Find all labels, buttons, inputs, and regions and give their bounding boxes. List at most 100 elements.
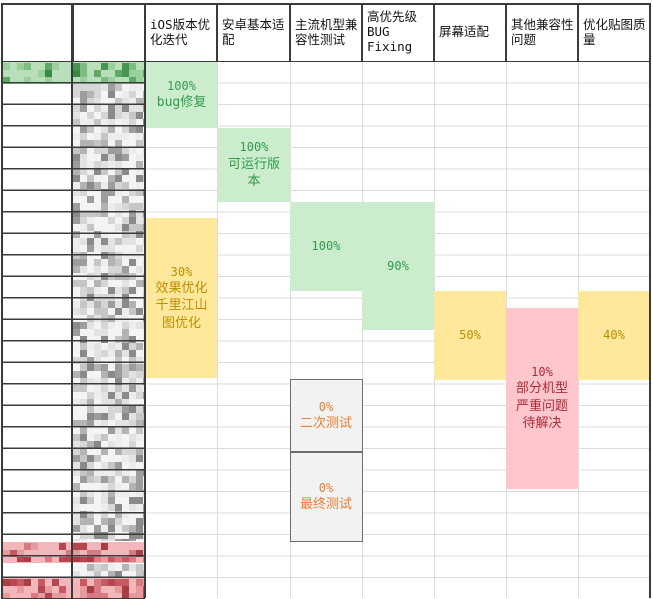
redacted-green-row-mosaic[interactable] (3, 63, 144, 82)
mosaic-pixel (94, 105, 101, 112)
mosaic-pixel (108, 448, 115, 455)
mosaic-pixel (87, 168, 94, 175)
table-top-border (1, 3, 650, 5)
header-cell-other-compat[interactable]: 其他兼容性问题 (511, 16, 574, 47)
mosaic-pixel (101, 350, 108, 357)
mosaic-pixel (94, 140, 101, 147)
mosaic-pixel (115, 490, 122, 497)
mosaic-pixel (136, 462, 143, 469)
mosaic-pixel (94, 392, 101, 399)
progress-block-ios-effect-optimize[interactable]: 30% 效果优化千里江山图优化 (146, 218, 217, 378)
mosaic-pixel (87, 469, 94, 476)
mosaic-pixel (115, 504, 122, 511)
mosaic-pixel (115, 532, 122, 539)
header-cell-compat-test[interactable]: 主流机型兼容性测试 (295, 16, 358, 47)
mosaic-pixel (73, 126, 80, 133)
mosaic-pixel (129, 70, 136, 77)
header-cell-ios[interactable]: iOS版本优化迭代 (150, 16, 211, 47)
header-cell-blank-1[interactable] (1, 5, 72, 61)
mosaic-pixel (80, 343, 87, 350)
mosaic-pixel (108, 497, 115, 504)
mosaic-pixel (129, 63, 136, 70)
header-cell-android[interactable]: 安卓基本适配 (222, 16, 285, 47)
mosaic-pixel (17, 63, 24, 70)
mosaic-pixel (136, 399, 143, 406)
mosaic-pixel (129, 434, 136, 441)
header-cell-screen[interactable]: 屏幕适配 (439, 24, 490, 40)
redacted-column-mosaic[interactable] (73, 564, 144, 577)
mosaic-pixel (73, 420, 80, 427)
mosaic-pixel (73, 259, 80, 266)
mosaic-pixel (87, 427, 94, 434)
header-cell-texture[interactable]: 优化贴图质量 (583, 16, 646, 47)
mosaic-pixel (108, 147, 115, 154)
mosaic-pixel (87, 364, 94, 371)
mosaic-pixel (136, 308, 143, 315)
mosaic-pixel (115, 287, 122, 294)
progress-block-final-test[interactable]: 0% 最终测试 (289, 452, 363, 542)
redacted-pink-row-mosaic[interactable] (3, 543, 144, 562)
mosaic-pixel (108, 112, 115, 119)
mosaic-pixel (115, 238, 122, 245)
mosaic-pixel (108, 490, 115, 497)
mosaic-pixel (115, 266, 122, 273)
mosaic-pixel (115, 385, 122, 392)
redacted-column-mosaic[interactable] (73, 84, 144, 541)
mosaic-pixel (87, 585, 94, 593)
mosaic-pixel (101, 539, 108, 541)
mosaic-pixel (101, 77, 108, 82)
mosaic-pixel (108, 434, 115, 441)
progress-note: 效果优化千里江山图优化 (155, 280, 208, 331)
progress-block-second-test[interactable]: 0% 二次测试 (289, 379, 363, 452)
mosaic-pixel (45, 63, 52, 70)
mosaic-pixel (94, 564, 101, 571)
progress-block-texture-quality[interactable]: 40% (578, 291, 650, 380)
mosaic-pixel (129, 539, 136, 541)
mosaic-pixel (136, 294, 143, 301)
mosaic-pixel (73, 441, 80, 448)
mosaic-pixel (101, 329, 108, 336)
mosaic-pixel (136, 350, 143, 357)
mosaic-pixel (115, 420, 122, 427)
mosaic-pixel (80, 532, 87, 539)
mosaic-pixel (136, 592, 143, 598)
mosaic-pixel (136, 518, 143, 525)
mosaic-pixel (101, 245, 108, 252)
mosaic-pixel (101, 343, 108, 350)
mosaic-pixel (129, 84, 136, 91)
progress-block-bug-fixing[interactable]: 90% (362, 202, 434, 330)
mosaic-pixel (87, 280, 94, 287)
mosaic-pixel (87, 336, 94, 343)
mosaic-pixel (73, 168, 80, 175)
mosaic-pixel (129, 490, 136, 497)
mosaic-pixel (59, 543, 66, 550)
redacted-pink-row-mosaic[interactable] (3, 578, 144, 598)
progress-block-compat-test[interactable]: 100% (290, 202, 362, 291)
mosaic-pixel (115, 441, 122, 448)
mosaic-pixel (129, 301, 136, 308)
progress-block-screen-adapt[interactable]: 50% (434, 291, 506, 380)
mosaic-pixel (80, 392, 87, 399)
mosaic-pixel (101, 133, 108, 140)
header-cell-bugfix[interactable]: 高优先级BUG Fixing (367, 9, 418, 54)
mosaic-pixel (136, 525, 143, 532)
mosaic-pixel (115, 70, 122, 77)
header-cell-blank-2[interactable] (72, 5, 145, 61)
mosaic-pixel (108, 273, 115, 280)
mosaic-pixel (73, 476, 80, 483)
mosaic-pixel (101, 392, 108, 399)
mosaic-pixel (101, 525, 108, 532)
mosaic-pixel (122, 315, 129, 322)
progress-block-other-compat-issues[interactable]: 10% 部分机型严重问题待解决 (506, 308, 578, 489)
progress-block-ios-bugfix[interactable]: 100% bug修复 (146, 62, 217, 128)
mosaic-pixel (115, 154, 122, 161)
mosaic-pixel (73, 84, 80, 91)
mosaic-pixel (87, 98, 94, 105)
mosaic-pixel (108, 217, 115, 224)
progress-block-android-runnable[interactable]: 100% 可运行版本 (218, 128, 290, 202)
header-divider (289, 3, 291, 62)
mosaic-pixel (73, 399, 80, 406)
mosaic-pixel (115, 126, 122, 133)
mosaic-pixel (101, 308, 108, 315)
mosaic-pixel (73, 364, 80, 371)
